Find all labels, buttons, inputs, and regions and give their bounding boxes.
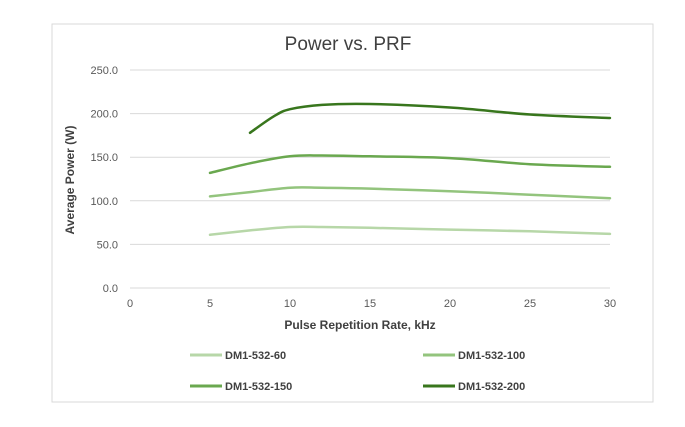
x-tick-label: 0 <box>127 298 133 310</box>
legend-label: DM1-532-100 <box>458 350 525 362</box>
y-axis-label: Average Power (W) <box>63 126 77 235</box>
series-line-dm1-532-200 <box>248 102 612 135</box>
x-tick-label: 10 <box>284 298 296 310</box>
series-line-dm1-532-100 <box>208 186 612 200</box>
series-line-dm1-532-60 <box>208 225 612 237</box>
y-tick-label: 100.0 <box>90 196 118 208</box>
y-tick-label: 0.0 <box>103 283 118 295</box>
x-tick-label: 5 <box>207 298 213 310</box>
legend-label: DM1-532-150 <box>225 381 292 393</box>
series-line-dm1-532-150 <box>208 154 612 175</box>
legend-layer: DM1-532-60 DM1-532-100 DM1-532-150 DM1-532-… <box>190 350 525 393</box>
x-axis-label: Pulse Repetition Rate, kHz <box>284 318 435 332</box>
x-tick-label: 20 <box>444 298 456 310</box>
y-tick-label: 250.0 <box>90 65 118 77</box>
axis-layer: 0.0 50.0 100.0 150.0 200.0 250.0 0 5 10 15 20 25 30 <box>90 65 616 310</box>
y-tick-label: 50.0 <box>97 239 118 251</box>
x-tick-label: 25 <box>524 298 536 310</box>
grid-layer <box>130 69 610 289</box>
series-layer <box>208 102 612 237</box>
legend-label: DM1-532-60 <box>225 350 286 362</box>
legend-label: DM1-532-200 <box>458 381 525 393</box>
y-tick-label: 200.0 <box>90 109 118 121</box>
chart-border <box>51 23 654 403</box>
y-tick-label: 150.0 <box>90 152 118 164</box>
x-tick-label: 30 <box>604 298 616 310</box>
chart-title: Power vs. PRF <box>285 34 412 55</box>
x-tick-label: 15 <box>364 298 376 310</box>
